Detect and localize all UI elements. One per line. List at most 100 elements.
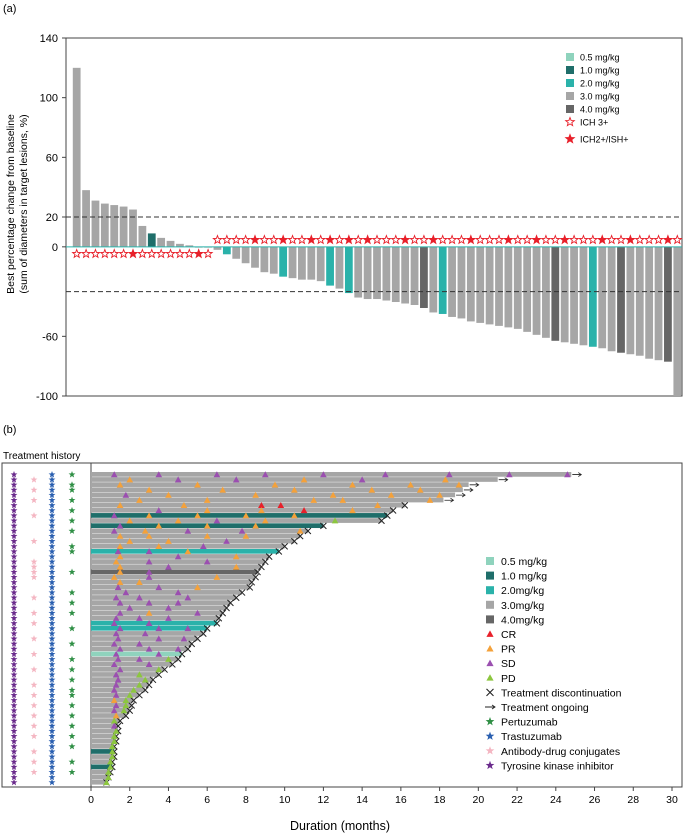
a-star-ich2 bbox=[503, 234, 514, 245]
b-history-star-adc bbox=[30, 701, 38, 709]
b-history-star-tki bbox=[10, 532, 18, 540]
b-response-PR bbox=[126, 517, 134, 524]
b-response-SD bbox=[506, 471, 513, 478]
b-xtick-label: 6 bbox=[204, 794, 210, 806]
b-response-PR bbox=[242, 532, 250, 539]
b-duration-bar bbox=[91, 574, 256, 580]
b-history-star-adc bbox=[30, 758, 38, 765]
b-response-PD bbox=[112, 727, 120, 734]
b-response-SD bbox=[174, 645, 182, 652]
b-response-SD bbox=[112, 594, 120, 601]
a-bar bbox=[542, 246, 550, 338]
b-xtick-label: 30 bbox=[666, 794, 678, 806]
a-star-ich3 bbox=[155, 248, 167, 259]
b-duration-bar bbox=[91, 636, 198, 641]
b-response-SD bbox=[145, 661, 153, 668]
a-star-ich2 bbox=[127, 248, 139, 259]
b-discontinuation-mark bbox=[136, 691, 143, 699]
b-history-star-tra bbox=[48, 614, 56, 622]
b-response-SD bbox=[184, 625, 192, 632]
b-xtick-label: 0 bbox=[88, 794, 94, 806]
a-star-ich3 bbox=[352, 234, 364, 245]
a-bar bbox=[373, 246, 381, 300]
b-response-PD bbox=[126, 691, 134, 698]
b-response-PD bbox=[122, 702, 130, 709]
a-star-ich2 bbox=[625, 234, 636, 245]
b-discontinuation-mark bbox=[281, 543, 289, 550]
b-discontinuation-mark bbox=[389, 507, 397, 514]
b-response-SD bbox=[116, 645, 124, 652]
b-response-SD bbox=[112, 650, 120, 657]
b-history-star-tki bbox=[10, 773, 18, 781]
b-history-star-adc bbox=[30, 496, 38, 504]
b-duration-bar bbox=[91, 723, 119, 729]
a-bar bbox=[626, 246, 635, 355]
b-history-star-per bbox=[68, 517, 76, 524]
b-response-SD bbox=[165, 563, 172, 570]
b-history-star-adc bbox=[30, 722, 38, 729]
b-legend-triangle bbox=[486, 630, 494, 637]
b-history-star-tki bbox=[10, 737, 18, 745]
b-duration-bar bbox=[91, 507, 394, 513]
b-duration-bar bbox=[91, 682, 150, 688]
b-response-SD bbox=[174, 599, 182, 606]
a-bar bbox=[598, 246, 607, 349]
b-response-SD bbox=[155, 507, 163, 514]
a-legend-star bbox=[564, 133, 576, 144]
b-response-SD bbox=[110, 620, 118, 627]
b-legend-triangle bbox=[486, 659, 494, 667]
b-discontinuation-mark bbox=[155, 671, 163, 679]
b-response-PR bbox=[203, 496, 211, 503]
b-response-SD bbox=[145, 558, 153, 565]
a-star-ich3 bbox=[146, 248, 158, 259]
a-star-ich3 bbox=[268, 234, 280, 245]
b-ongoing-arrow bbox=[444, 497, 455, 503]
b-history-star-per bbox=[68, 496, 76, 504]
b-response-SD bbox=[110, 686, 118, 693]
a-star-ich3 bbox=[390, 234, 402, 245]
b-xtick-label: 10 bbox=[279, 794, 291, 806]
b-response-PD bbox=[165, 655, 172, 662]
b-duration-bar bbox=[91, 559, 266, 564]
b-history-star-per bbox=[68, 686, 76, 693]
a-star-ich2 bbox=[193, 248, 205, 259]
b-history-star-tki bbox=[10, 527, 18, 534]
b-discontinuation-mark bbox=[215, 614, 223, 622]
b-history-star-per bbox=[68, 701, 76, 709]
b-legend-star bbox=[485, 731, 495, 740]
b-response-PR bbox=[112, 558, 120, 565]
b-history-star-tki bbox=[10, 712, 18, 719]
b-history-star-tki bbox=[10, 512, 18, 519]
b-discontinuation-mark bbox=[252, 573, 259, 581]
b-history-star-tki bbox=[10, 753, 18, 760]
a-star-ich3 bbox=[418, 234, 430, 245]
b-history-star-tra bbox=[48, 609, 56, 617]
b-history-star-adc bbox=[30, 563, 38, 570]
b-response-PR bbox=[116, 502, 124, 508]
b-duration-bar bbox=[91, 600, 231, 605]
b-history-star-tra bbox=[48, 696, 56, 704]
b-history-star-tki bbox=[10, 671, 18, 678]
a-star-ich2 bbox=[305, 234, 317, 245]
b-history-star-tki bbox=[10, 691, 18, 699]
b-history-star-tra bbox=[48, 522, 56, 529]
b-history-star-tki bbox=[10, 624, 18, 632]
b-response-SD bbox=[174, 553, 182, 560]
b-history-star-tki bbox=[10, 630, 18, 637]
b-history-star-per bbox=[68, 655, 76, 663]
a-bar bbox=[438, 246, 447, 314]
panel-a-label: (a) bbox=[3, 3, 16, 15]
b-response-PR bbox=[116, 568, 124, 575]
b-history-star-tra bbox=[48, 778, 56, 786]
b-history-star-tra bbox=[48, 732, 56, 740]
b-duration-bar bbox=[91, 661, 173, 667]
b-history-star-adc bbox=[30, 573, 38, 581]
a-star-ich2 bbox=[324, 234, 336, 245]
b-response-SD bbox=[112, 630, 120, 637]
b-history-star-tki bbox=[10, 522, 18, 529]
b-history-star-tra bbox=[48, 773, 56, 781]
a-bar bbox=[570, 246, 578, 344]
b-duration-bar bbox=[91, 538, 295, 544]
a-star-ich3 bbox=[240, 234, 251, 245]
